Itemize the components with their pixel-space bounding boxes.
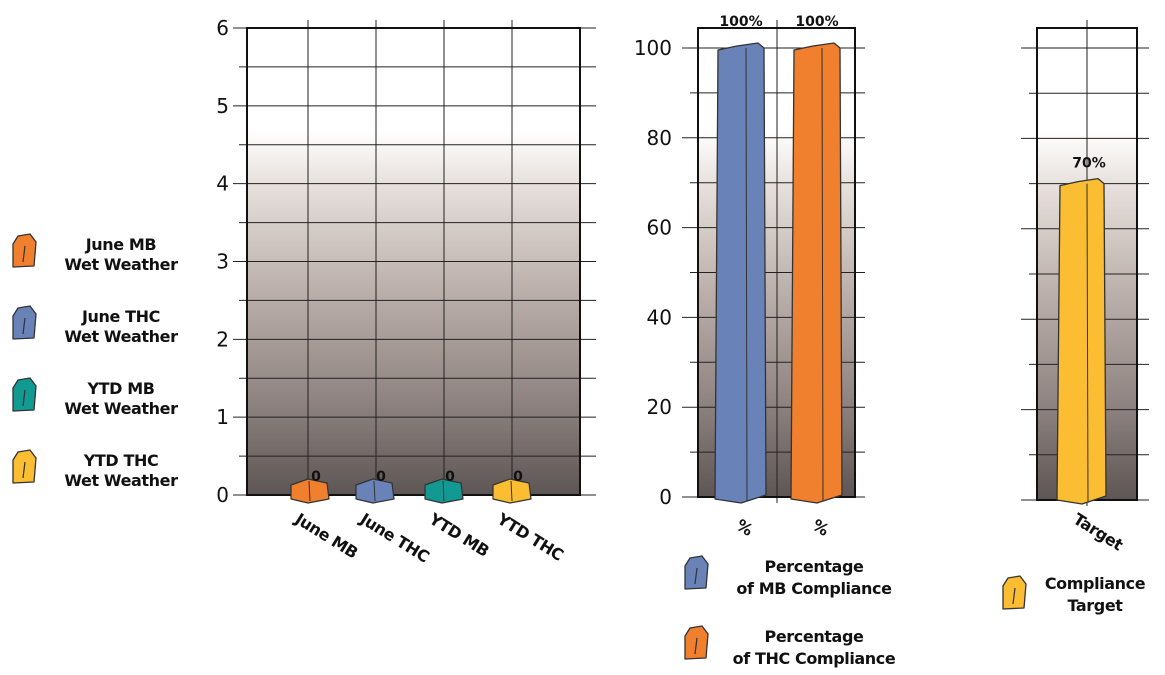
bar-ytd-thc-edge xyxy=(510,480,513,502)
y-tick-label: 100 xyxy=(634,36,672,60)
legend-label-line1: June THC xyxy=(81,307,160,326)
x-tick-label: % xyxy=(733,515,757,540)
bar-edge xyxy=(1086,183,1089,503)
legend-icon-mark xyxy=(694,567,698,585)
legend-icon-mark xyxy=(694,637,698,655)
legend-label-line2: Wet Weather xyxy=(64,399,178,418)
y-tick-label: 20 xyxy=(647,395,672,419)
legend-label-line1: Percentage xyxy=(765,627,864,646)
x-tick-label: YTD MB xyxy=(425,509,493,561)
bar-june-mb-edge xyxy=(308,480,311,502)
plot-frame-2 xyxy=(697,27,856,498)
x-tick-label: June MB xyxy=(291,509,361,563)
bar-ytd-mb-edge xyxy=(442,480,445,502)
legend-icon-mark xyxy=(22,461,26,479)
data-label: 0 xyxy=(311,469,321,485)
data-label: 70% xyxy=(1072,156,1106,172)
x-tick-label: Target xyxy=(1070,509,1127,554)
bar-june-thc-edge xyxy=(373,480,376,502)
legend-label-line2: of MB Compliance xyxy=(736,579,892,598)
bar-compliance-target xyxy=(1056,177,1107,505)
x-tick-label: June THC xyxy=(356,509,432,567)
legend-label-line2: Target xyxy=(1067,596,1123,615)
legend-icon-mark xyxy=(22,389,26,407)
bar-edge xyxy=(821,47,824,502)
legend-label-line1: June MB xyxy=(85,235,157,254)
y-tick-label: 1 xyxy=(216,405,229,429)
y-tick-label: 60 xyxy=(647,216,672,240)
y-tick-label: 0 xyxy=(216,483,229,507)
data-label: 100% xyxy=(719,14,762,30)
legend-label-line1: Compliance xyxy=(1045,574,1146,593)
y-tick-label: 6 xyxy=(216,16,229,40)
legend-label-line1: YTD THC xyxy=(83,451,159,470)
x-tick-label: YTD THC xyxy=(493,509,567,565)
data-label: 0 xyxy=(513,469,523,485)
y-tick-label: 0 xyxy=(659,485,672,509)
y-tick-label: 2 xyxy=(216,327,229,351)
bar-mb-compliance xyxy=(714,42,767,504)
plot-frame-1 xyxy=(246,27,581,496)
bar-thc-compliance xyxy=(790,42,843,504)
y-tick-label: 40 xyxy=(647,305,672,329)
y-tick-label: 4 xyxy=(216,172,229,196)
bar-edge xyxy=(745,47,748,502)
y-tick-label: 80 xyxy=(647,126,672,150)
legend-label-line2: of THC Compliance xyxy=(733,649,896,668)
y-tick-label: 5 xyxy=(216,94,229,118)
legend-icon-mark xyxy=(22,245,26,263)
x-tick-label: % xyxy=(809,515,833,540)
legend-label-line2: Wet Weather xyxy=(64,327,178,346)
data-label: 0 xyxy=(445,469,455,485)
legend-label-line2: Wet Weather xyxy=(64,255,178,274)
data-label: 100% xyxy=(795,14,838,30)
legend-icon-mark xyxy=(1012,587,1016,605)
legend-icon-mark xyxy=(22,317,26,335)
legend-label-line1: YTD MB xyxy=(86,379,154,398)
y-tick-label: 3 xyxy=(216,250,229,274)
legend-label-line1: Percentage xyxy=(765,557,864,576)
legend-label-line2: Wet Weather xyxy=(64,471,178,490)
data-label: 0 xyxy=(376,469,386,485)
